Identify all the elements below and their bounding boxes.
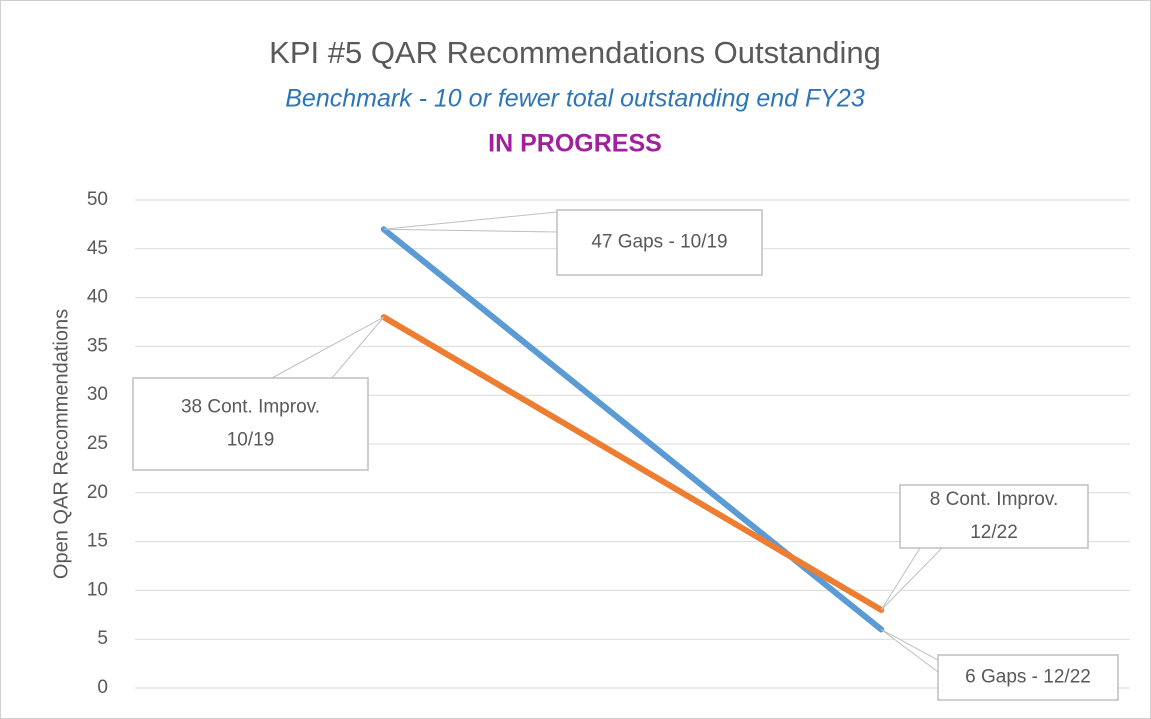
y-tick-label: 35 bbox=[87, 335, 108, 356]
y-tick-label: 40 bbox=[87, 287, 108, 308]
callout-box bbox=[937, 654, 1119, 701]
y-tick-label: 10 bbox=[87, 579, 108, 600]
callout-text: 6 Gaps - 12/22 bbox=[965, 667, 1091, 688]
y-tick-label: 0 bbox=[97, 677, 108, 698]
y-tick-label: 45 bbox=[87, 238, 108, 259]
y-tick-label: 50 bbox=[87, 189, 108, 210]
y-tick-label: 25 bbox=[87, 433, 108, 454]
y-tick-label: 20 bbox=[87, 482, 108, 503]
callout-box bbox=[556, 209, 763, 276]
callout-text: 47 Gaps - 10/19 bbox=[591, 232, 727, 253]
y-tick-label: 5 bbox=[97, 628, 108, 649]
series-line bbox=[380, 314, 885, 613]
callout-text: 10/19 bbox=[227, 430, 275, 451]
callout-text: 12/22 bbox=[970, 522, 1018, 543]
y-axis-label: Open QAR Recommendations bbox=[50, 309, 72, 579]
y-tick-label: 15 bbox=[87, 531, 108, 552]
chart-status: IN PROGRESS bbox=[488, 130, 662, 158]
callout-box bbox=[899, 484, 1089, 549]
chart-title: KPI #5 QAR Recommendations Outstanding bbox=[269, 35, 881, 70]
callout-box bbox=[132, 377, 369, 471]
callout-text: 8 Cont. Improv. bbox=[930, 489, 1058, 510]
chart-subtitle: Benchmark - 10 or fewer total outstandin… bbox=[285, 85, 865, 113]
y-tick-label: 30 bbox=[87, 384, 108, 405]
callout-text: 38 Cont. Improv. bbox=[181, 397, 320, 418]
